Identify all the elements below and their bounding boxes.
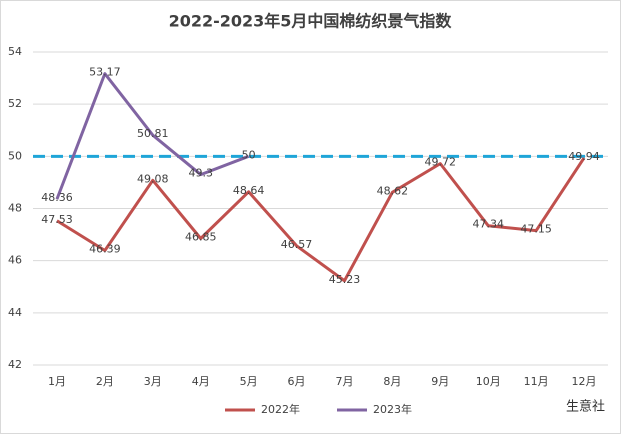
data-label: 47.15	[520, 223, 552, 236]
data-label: 48.36	[41, 191, 73, 204]
watermark: 生意社	[566, 399, 605, 415]
data-label: 47.34	[472, 218, 504, 231]
y-tick-label: 42	[8, 358, 22, 371]
y-tick-label: 46	[8, 254, 22, 267]
y-tick-label: 50	[8, 149, 22, 162]
chart-title: 2022-2023年5月中国棉纺织景气指数	[169, 12, 453, 31]
data-label: 50	[242, 148, 256, 161]
series-line	[56, 157, 586, 283]
data-label: 49.94	[568, 150, 600, 163]
data-label: 48.62	[377, 184, 409, 197]
data-label: 45.23	[329, 273, 361, 286]
data-label: 53.17	[89, 66, 121, 79]
y-tick-label: 54	[8, 45, 22, 58]
x-tick-label: 5月	[240, 375, 258, 388]
x-tick-label: 4月	[192, 375, 210, 388]
x-tick-label: 8月	[383, 375, 401, 388]
x-tick-label: 7月	[335, 375, 353, 388]
x-tick-label: 12月	[572, 375, 597, 388]
y-tick-label: 48	[8, 202, 22, 215]
y-tick-label: 44	[8, 306, 22, 319]
x-tick-label: 3月	[144, 375, 162, 388]
x-tick-label: 6月	[288, 375, 306, 388]
legend-label: 2023年	[373, 402, 412, 416]
series-line	[55, 72, 250, 200]
x-tick-label: 11月	[524, 375, 549, 388]
y-tick-label: 52	[8, 97, 22, 110]
x-tick-label: 9月	[431, 375, 449, 388]
data-label: 50.81	[137, 127, 169, 140]
data-label: 46.39	[89, 242, 121, 255]
x-tick-label: 2月	[96, 375, 114, 388]
data-label: 46.85	[185, 230, 217, 243]
data-label: 49.3	[188, 167, 213, 180]
x-tick-label: 10月	[476, 375, 501, 388]
data-label: 48.64	[233, 184, 265, 197]
data-label: 49.08	[137, 172, 169, 185]
legend-label: 2022年	[261, 402, 300, 416]
data-label: 49.72	[425, 156, 457, 169]
x-tick-label: 1月	[48, 375, 66, 388]
data-label: 46.57	[281, 238, 313, 251]
data-label: 47.53	[41, 213, 73, 226]
